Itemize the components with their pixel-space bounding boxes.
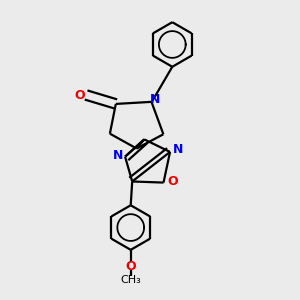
Text: N: N [173, 143, 184, 156]
Text: N: N [150, 93, 160, 106]
Text: O: O [167, 175, 178, 188]
Text: CH₃: CH₃ [120, 275, 141, 286]
Text: O: O [74, 88, 85, 101]
Text: N: N [112, 149, 123, 162]
Text: O: O [125, 260, 136, 273]
